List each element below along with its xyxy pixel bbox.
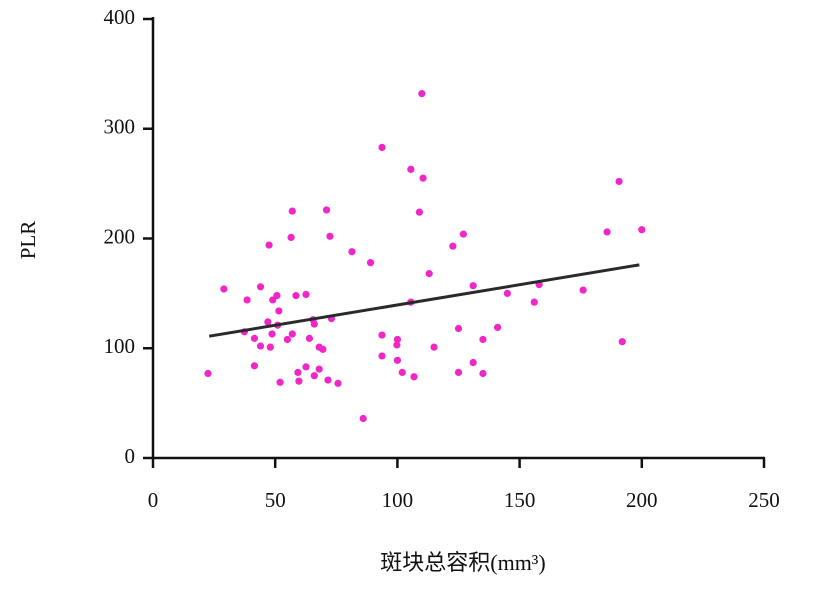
point (268, 330, 276, 338)
point (256, 342, 265, 350)
point (324, 376, 332, 384)
point (454, 368, 463, 376)
point (479, 369, 487, 378)
x-axis-label: 斑块总容积(mm³) (380, 550, 545, 575)
point (302, 363, 310, 371)
point (615, 177, 623, 186)
point (302, 290, 310, 299)
point (305, 334, 314, 342)
point (288, 207, 296, 215)
point (334, 379, 342, 387)
point (393, 341, 401, 349)
point (294, 368, 302, 376)
point (494, 323, 502, 331)
point (283, 335, 292, 344)
point (579, 286, 587, 294)
point (256, 283, 265, 291)
point (479, 335, 487, 344)
x-tick-label: 150 (504, 488, 536, 512)
point (310, 372, 318, 380)
point (366, 259, 375, 267)
y-tick-label: 0 (125, 444, 136, 468)
point (469, 282, 477, 290)
point (266, 343, 274, 351)
point (315, 365, 323, 373)
x-tick-label: 250 (748, 488, 780, 512)
point (310, 320, 318, 328)
y-tick-label: 200 (104, 224, 136, 248)
point (618, 338, 626, 346)
fit-line (208, 263, 640, 338)
point (530, 298, 538, 306)
point (288, 330, 296, 338)
point (503, 289, 511, 297)
x-tick-label: 50 (265, 488, 286, 512)
point (454, 324, 463, 333)
y-tick-label: 300 (104, 115, 136, 139)
point (264, 318, 272, 326)
point (319, 345, 327, 353)
point (250, 362, 259, 370)
point (378, 331, 386, 339)
point (603, 228, 611, 236)
point (348, 248, 356, 256)
point (449, 242, 457, 250)
point (459, 230, 467, 238)
point (407, 165, 415, 173)
y-axis-label: PLR (16, 221, 40, 260)
y-tick-label: 100 (104, 334, 136, 358)
point (276, 378, 284, 386)
point (287, 233, 295, 242)
point (393, 356, 401, 364)
point (250, 334, 259, 342)
point (378, 143, 386, 152)
point (292, 291, 300, 300)
x-tick-label: 200 (626, 488, 658, 512)
x-tick-label: 100 (382, 488, 414, 512)
point (220, 285, 228, 293)
point (393, 335, 401, 344)
point (398, 368, 406, 376)
point (275, 307, 283, 315)
point (469, 358, 477, 367)
point (265, 241, 273, 249)
point (425, 270, 433, 278)
point (430, 343, 438, 351)
point (243, 296, 251, 304)
point (378, 352, 386, 360)
point (322, 206, 331, 214)
point (419, 174, 427, 182)
x-tick-label: 0 (148, 488, 159, 512)
point (273, 291, 281, 300)
y-tick-label: 400 (104, 5, 136, 29)
point (410, 373, 418, 381)
point (359, 414, 367, 423)
point (638, 226, 646, 234)
point (326, 232, 334, 240)
point (204, 369, 212, 378)
point (295, 377, 303, 385)
point (418, 90, 426, 98)
point (415, 208, 423, 216)
